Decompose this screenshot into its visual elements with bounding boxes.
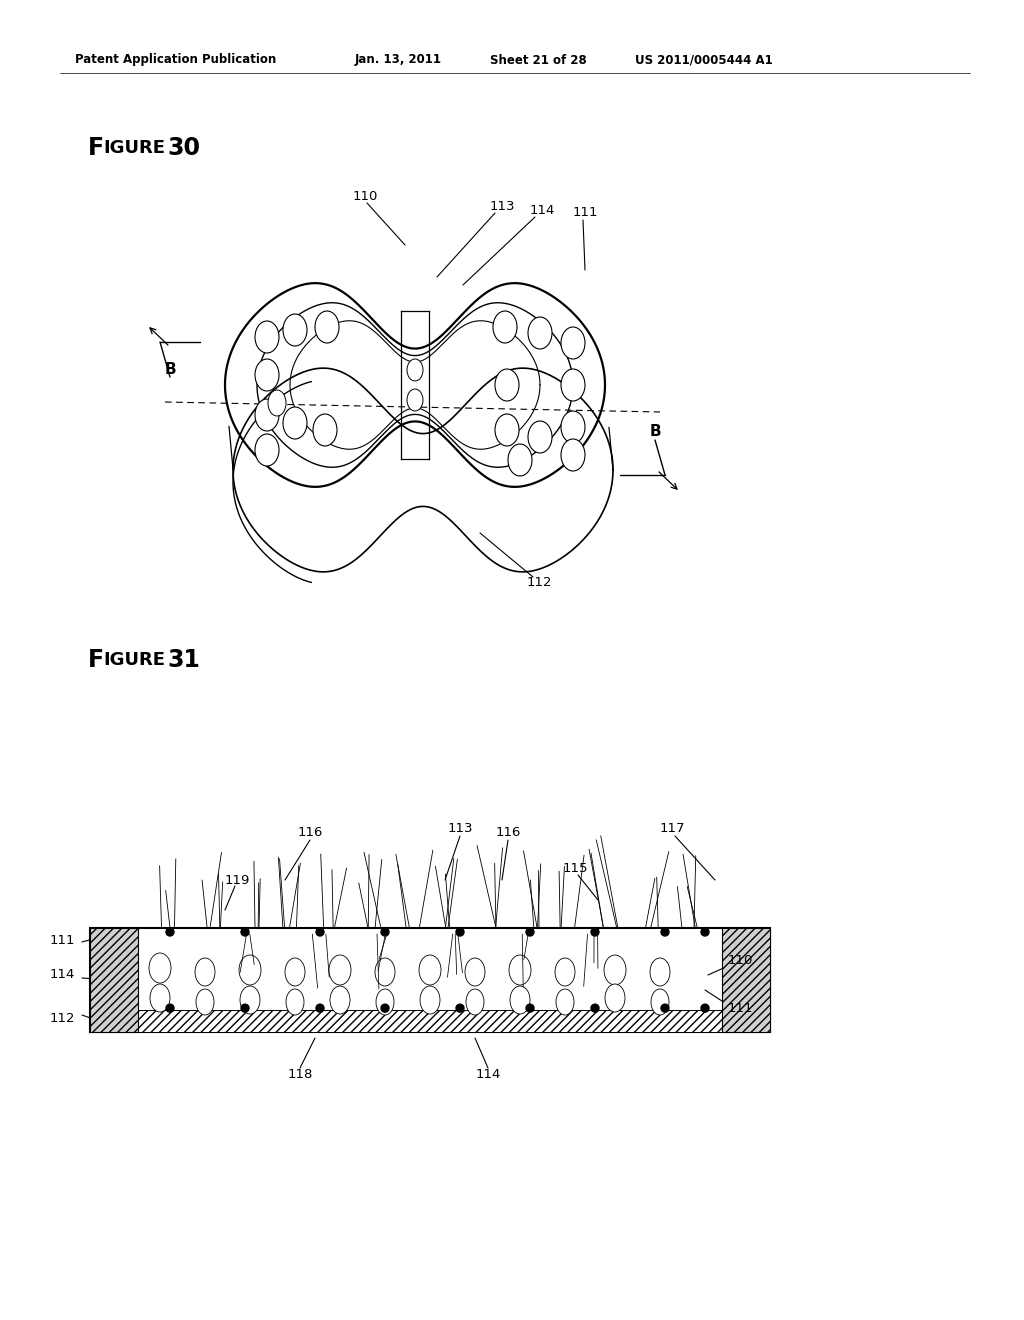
- Ellipse shape: [495, 370, 519, 401]
- Text: 112: 112: [527, 577, 553, 590]
- Bar: [90, 928, 138, 1032]
- Ellipse shape: [495, 414, 519, 446]
- Ellipse shape: [604, 954, 626, 985]
- Circle shape: [591, 928, 599, 936]
- Text: F: F: [88, 648, 104, 672]
- Text: 115: 115: [562, 862, 588, 874]
- Text: US 2011/0005444 A1: US 2011/0005444 A1: [635, 54, 773, 66]
- Ellipse shape: [420, 986, 440, 1014]
- Ellipse shape: [508, 444, 532, 477]
- Text: 110: 110: [353, 190, 379, 203]
- Text: IGURE: IGURE: [103, 651, 165, 669]
- Ellipse shape: [239, 954, 261, 985]
- Text: 110: 110: [728, 953, 754, 966]
- Ellipse shape: [286, 989, 304, 1015]
- Text: 119: 119: [225, 874, 251, 887]
- Ellipse shape: [561, 327, 585, 359]
- Ellipse shape: [510, 986, 530, 1014]
- Ellipse shape: [150, 953, 171, 983]
- Ellipse shape: [196, 989, 214, 1015]
- Circle shape: [456, 928, 464, 936]
- Circle shape: [241, 1005, 249, 1012]
- Ellipse shape: [283, 407, 307, 440]
- Circle shape: [662, 928, 669, 936]
- Ellipse shape: [375, 958, 395, 986]
- Circle shape: [241, 928, 249, 936]
- Text: B: B: [649, 425, 660, 440]
- Ellipse shape: [650, 958, 670, 986]
- Ellipse shape: [561, 440, 585, 471]
- Ellipse shape: [255, 399, 279, 432]
- Ellipse shape: [240, 986, 260, 1014]
- Ellipse shape: [555, 958, 575, 986]
- Ellipse shape: [150, 983, 170, 1012]
- Circle shape: [591, 1005, 599, 1012]
- Circle shape: [316, 928, 324, 936]
- Ellipse shape: [528, 421, 552, 453]
- Circle shape: [381, 1005, 389, 1012]
- Text: Sheet 21 of 28: Sheet 21 of 28: [490, 54, 587, 66]
- Text: IGURE: IGURE: [103, 139, 165, 157]
- Ellipse shape: [407, 359, 423, 381]
- Ellipse shape: [466, 989, 484, 1015]
- Text: 30: 30: [167, 136, 200, 160]
- Text: 114: 114: [475, 1068, 501, 1081]
- Ellipse shape: [255, 434, 279, 466]
- Text: B: B: [164, 362, 176, 376]
- Ellipse shape: [419, 954, 441, 985]
- Ellipse shape: [561, 370, 585, 401]
- Ellipse shape: [285, 958, 305, 986]
- Ellipse shape: [283, 314, 307, 346]
- Text: 111: 111: [728, 1002, 754, 1015]
- Circle shape: [701, 1005, 709, 1012]
- Ellipse shape: [313, 414, 337, 446]
- Circle shape: [381, 928, 389, 936]
- Circle shape: [166, 928, 174, 936]
- Ellipse shape: [255, 359, 279, 391]
- Text: 114: 114: [530, 203, 555, 216]
- Ellipse shape: [605, 983, 625, 1012]
- Text: 111: 111: [573, 206, 598, 219]
- Circle shape: [456, 1005, 464, 1012]
- Text: 116: 116: [496, 825, 520, 838]
- Text: 117: 117: [660, 821, 685, 834]
- Text: 111: 111: [50, 933, 76, 946]
- Ellipse shape: [329, 954, 351, 985]
- Ellipse shape: [330, 986, 350, 1014]
- Circle shape: [526, 928, 534, 936]
- Ellipse shape: [528, 317, 552, 348]
- Ellipse shape: [509, 954, 531, 985]
- Text: 112: 112: [50, 1011, 76, 1024]
- Text: 113: 113: [490, 201, 515, 214]
- Text: 113: 113: [447, 821, 473, 834]
- Text: 114: 114: [50, 969, 76, 982]
- Ellipse shape: [376, 989, 394, 1015]
- Text: F: F: [88, 136, 104, 160]
- Text: Jan. 13, 2011: Jan. 13, 2011: [355, 54, 442, 66]
- Ellipse shape: [255, 321, 279, 352]
- Circle shape: [701, 928, 709, 936]
- Ellipse shape: [407, 389, 423, 411]
- Bar: [90, 1010, 770, 1032]
- Circle shape: [662, 1005, 669, 1012]
- Ellipse shape: [561, 411, 585, 444]
- Ellipse shape: [651, 989, 669, 1015]
- Text: 118: 118: [288, 1068, 312, 1081]
- Ellipse shape: [268, 389, 286, 416]
- Bar: [722, 928, 770, 1032]
- Bar: [90, 928, 770, 1032]
- Ellipse shape: [315, 312, 339, 343]
- Text: 31: 31: [167, 648, 200, 672]
- Text: Patent Application Publication: Patent Application Publication: [75, 54, 276, 66]
- Circle shape: [166, 1005, 174, 1012]
- Ellipse shape: [465, 958, 485, 986]
- Circle shape: [526, 1005, 534, 1012]
- Ellipse shape: [195, 958, 215, 986]
- Ellipse shape: [556, 989, 574, 1015]
- Text: 116: 116: [297, 825, 323, 838]
- Circle shape: [316, 1005, 324, 1012]
- Ellipse shape: [493, 312, 517, 343]
